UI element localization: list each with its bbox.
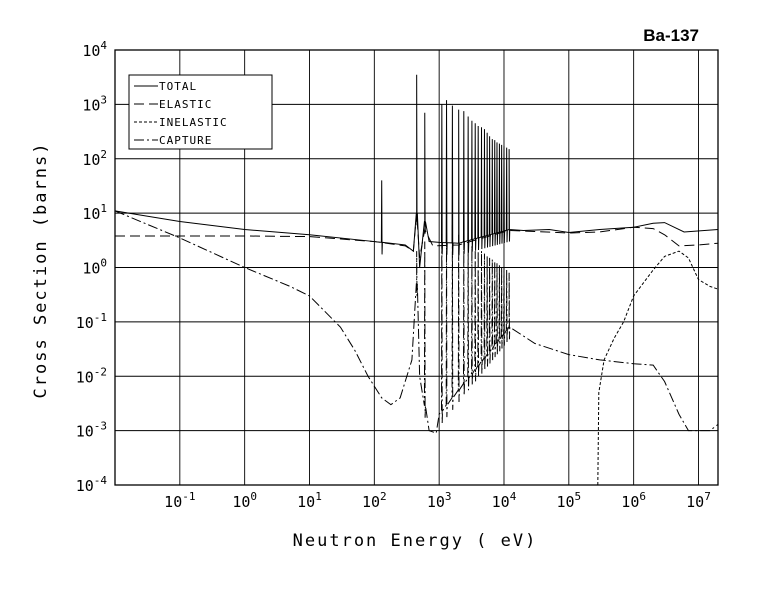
x-tick-label: 100 (232, 490, 257, 511)
x-tick-label: 107 (686, 490, 711, 511)
legend-label-elastic: ELASTIC (159, 98, 212, 111)
y-tick-label: 10-2 (76, 365, 107, 386)
y-tick-label: 104 (82, 39, 107, 60)
legend: TOTAL ELASTIC INELASTIC CAPTURE (128, 74, 273, 150)
x-tick-label: 105 (556, 490, 581, 511)
x-tick-label: 102 (362, 490, 387, 511)
y-tick-label: 10-3 (76, 420, 107, 441)
x-tick-label: 103 (427, 490, 452, 511)
x-tick-label: 106 (621, 490, 646, 511)
y-tick-label: 102 (82, 148, 107, 169)
legend-label-inelastic: INELASTIC (159, 116, 228, 129)
x-tick-labels: 10-1 100 101 102 103 104 105 106 107 (164, 490, 711, 511)
x-tick-label: 101 (297, 490, 322, 511)
legend-label-capture: CAPTURE (159, 134, 212, 147)
y-tick-labels: 10-4 10-3 10-2 10-1 100 101 102 103 104 (76, 39, 108, 495)
x-axis-label: Neutron Energy ( eV) (293, 531, 538, 551)
legend-label-total: TOTAL (159, 80, 197, 93)
chart-title: Ba-137 (643, 26, 699, 45)
series-curves (114, 74, 719, 486)
series-line-capture (114, 210, 719, 434)
y-tick-label: 10-4 (76, 474, 108, 495)
y-tick-label: 100 (82, 257, 107, 278)
legend-box (128, 74, 273, 150)
x-tick-label: 10-1 (164, 490, 195, 511)
y-axis-label: Cross Section (barns) (31, 142, 51, 399)
plot-frame (114, 49, 719, 486)
y-tick-label: 101 (82, 202, 107, 223)
y-tick-label: 103 (82, 93, 107, 114)
y-tick-label: 10-1 (76, 311, 107, 332)
series-line-total (114, 74, 719, 268)
x-tick-label: 104 (492, 490, 517, 511)
